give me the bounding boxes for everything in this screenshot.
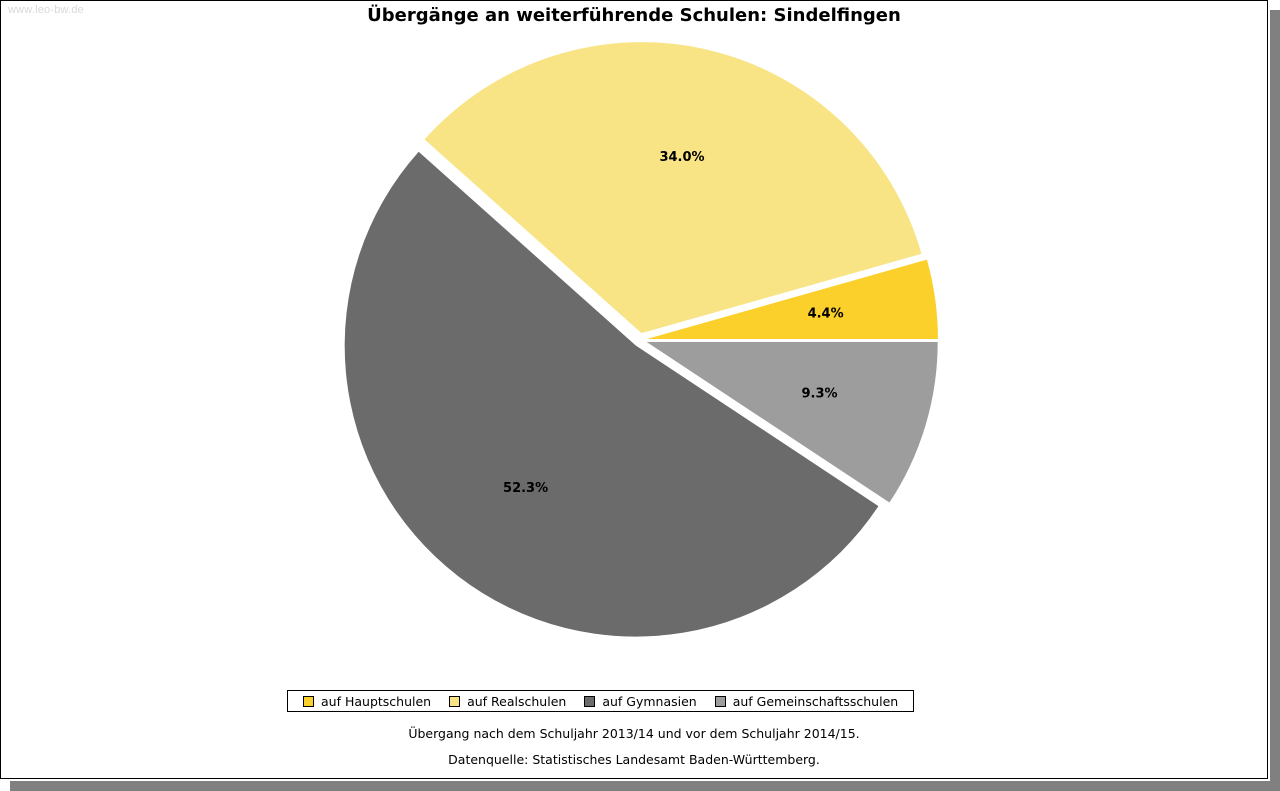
legend-item[interactable]: auf Realschulen bbox=[449, 694, 566, 709]
footnote-source: Datenquelle: Statistisches Landesamt Bad… bbox=[448, 752, 820, 767]
pie-chart: 4.4% 34.0% 52.3% 9.3% bbox=[344, 42, 938, 637]
pie-slice[interactable] bbox=[344, 151, 879, 637]
pie-slice-value-label: 34.0% bbox=[659, 150, 704, 165]
pie-slice-group bbox=[344, 42, 938, 637]
pie-slice[interactable] bbox=[424, 42, 922, 334]
legend-label: auf Hauptschulen bbox=[321, 693, 432, 709]
legend-item[interactable]: auf Hauptschulen bbox=[303, 694, 431, 709]
legend-label: auf Gemeinschaftsschulen bbox=[732, 693, 899, 709]
legend-item[interactable]: auf Gemeinschaftsschulen bbox=[714, 693, 899, 709]
pie-slice-value-label: 4.4% bbox=[808, 307, 844, 322]
pie-label-group: 4.4% 34.0% 52.3% 9.3% bbox=[503, 150, 844, 496]
chart-legend: auf Hauptschulen auf Realschulen auf Gymna… bbox=[287, 690, 915, 712]
legend-label: auf Gymnasien bbox=[602, 693, 697, 709]
legend-swatch bbox=[449, 695, 461, 707]
legend-swatch bbox=[303, 695, 314, 707]
pie-chart-svg: 4.4% 34.0% 52.3% 9.3% bbox=[344, 42, 938, 637]
legend-label: auf Realschulen bbox=[467, 693, 567, 709]
footnote-period: Übergang nach dem Schuljahr 2013/14 und … bbox=[408, 726, 860, 741]
legend-swatch bbox=[584, 695, 596, 707]
legend-item[interactable]: auf Gymnasien bbox=[584, 693, 697, 709]
frame-shadow-bottom bbox=[10, 781, 1280, 791]
watermark: www.leo-bw.de bbox=[8, 4, 84, 16]
pie-slice-value-label: 52.3% bbox=[503, 481, 548, 496]
legend-swatch bbox=[714, 695, 726, 707]
pie-slice-value-label: 9.3% bbox=[801, 387, 837, 402]
pie-slice[interactable] bbox=[646, 259, 938, 340]
page-title: Übergänge an weiterführende Schulen: Sin… bbox=[367, 5, 901, 26]
frame-shadow-right bbox=[1270, 10, 1280, 791]
pie-slice[interactable] bbox=[646, 342, 938, 503]
